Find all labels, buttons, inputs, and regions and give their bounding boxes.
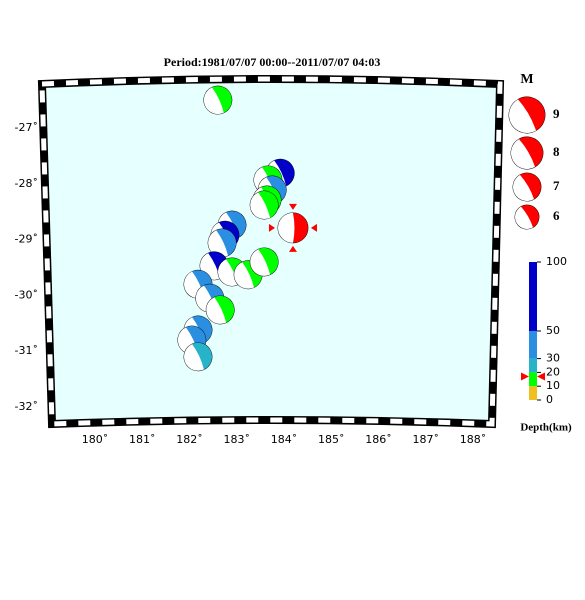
depth-band — [529, 262, 537, 331]
depth-tick-label: 100 — [546, 255, 567, 268]
beachball-quadrant — [277, 212, 295, 243]
beachball — [514, 204, 540, 230]
magnitude-label: 8 — [553, 144, 560, 159]
lon-tick-label: 183˚ — [224, 433, 251, 446]
beachball — [249, 190, 279, 220]
lon-tick-label: 181˚ — [129, 433, 156, 446]
magnitude-label: 9 — [553, 106, 560, 121]
depth-band — [529, 372, 537, 387]
lon-tick-label: 184˚ — [271, 433, 298, 446]
beachball — [207, 228, 237, 258]
target-triangle — [268, 223, 275, 232]
depth-band — [529, 331, 537, 359]
target-triangle — [310, 223, 317, 232]
lat-tick-label: -32˚ — [15, 400, 38, 413]
beachball — [508, 96, 546, 134]
beachball-quadrant — [515, 206, 533, 229]
lon-tick-label: 186˚ — [365, 433, 392, 446]
lat-tick-label: -31˚ — [15, 344, 38, 357]
target-triangle — [288, 245, 297, 252]
lon-tick-label: 180˚ — [82, 433, 109, 446]
lat-tick-label: -29˚ — [15, 233, 38, 246]
beachball-quadrant — [206, 297, 227, 324]
beachball-quadrant — [208, 230, 229, 257]
magnitude-label: 6 — [553, 208, 560, 223]
depth-tick-label: 20 — [546, 365, 560, 378]
beachball — [203, 85, 233, 115]
lat-tick-label: -28˚ — [15, 177, 38, 190]
lon-tick-label: 185˚ — [318, 433, 345, 446]
beachball — [205, 295, 235, 325]
beachball — [233, 260, 263, 290]
magnitude-label: 7 — [553, 178, 560, 193]
beachball — [510, 136, 544, 170]
lon-tick-label: 182˚ — [176, 433, 203, 446]
lon-tick-label: 188˚ — [460, 433, 487, 446]
beachball-quadrant — [218, 259, 238, 286]
depth-tick-label: 10 — [546, 379, 560, 392]
beachball — [277, 212, 309, 244]
map-frame-dashes — [39, 76, 503, 427]
beachball — [183, 342, 213, 372]
lon-tick-label: 187˚ — [413, 433, 440, 446]
title: Period:1981/07/07 00:00--2011/07/07 04:0… — [164, 55, 381, 69]
depth-tick-label: 0 — [546, 393, 553, 406]
beachball-quadrant — [511, 139, 535, 169]
lat-tick-label: -27˚ — [15, 121, 38, 134]
depth-marker — [521, 372, 545, 381]
beachball-quadrant — [250, 192, 271, 220]
depth-tick-label: 30 — [546, 352, 560, 365]
depth-band — [529, 358, 537, 373]
depth-label: Depth(km) — [520, 422, 572, 434]
beachball-quadrant — [250, 249, 271, 276]
beachball-quadrant — [509, 99, 536, 133]
beachball-quadrant — [184, 344, 204, 371]
depth-band — [529, 386, 537, 400]
beachball-quadrant — [234, 262, 255, 289]
magnitude-title: M — [520, 72, 533, 87]
target-triangle — [288, 203, 297, 210]
depth-tick-label: 50 — [546, 324, 560, 337]
beachball — [512, 172, 542, 202]
lat-tick-label: -30˚ — [15, 288, 38, 301]
beachball — [249, 247, 279, 277]
beachball-quadrant — [513, 174, 534, 201]
beachball-quadrant — [203, 87, 224, 115]
